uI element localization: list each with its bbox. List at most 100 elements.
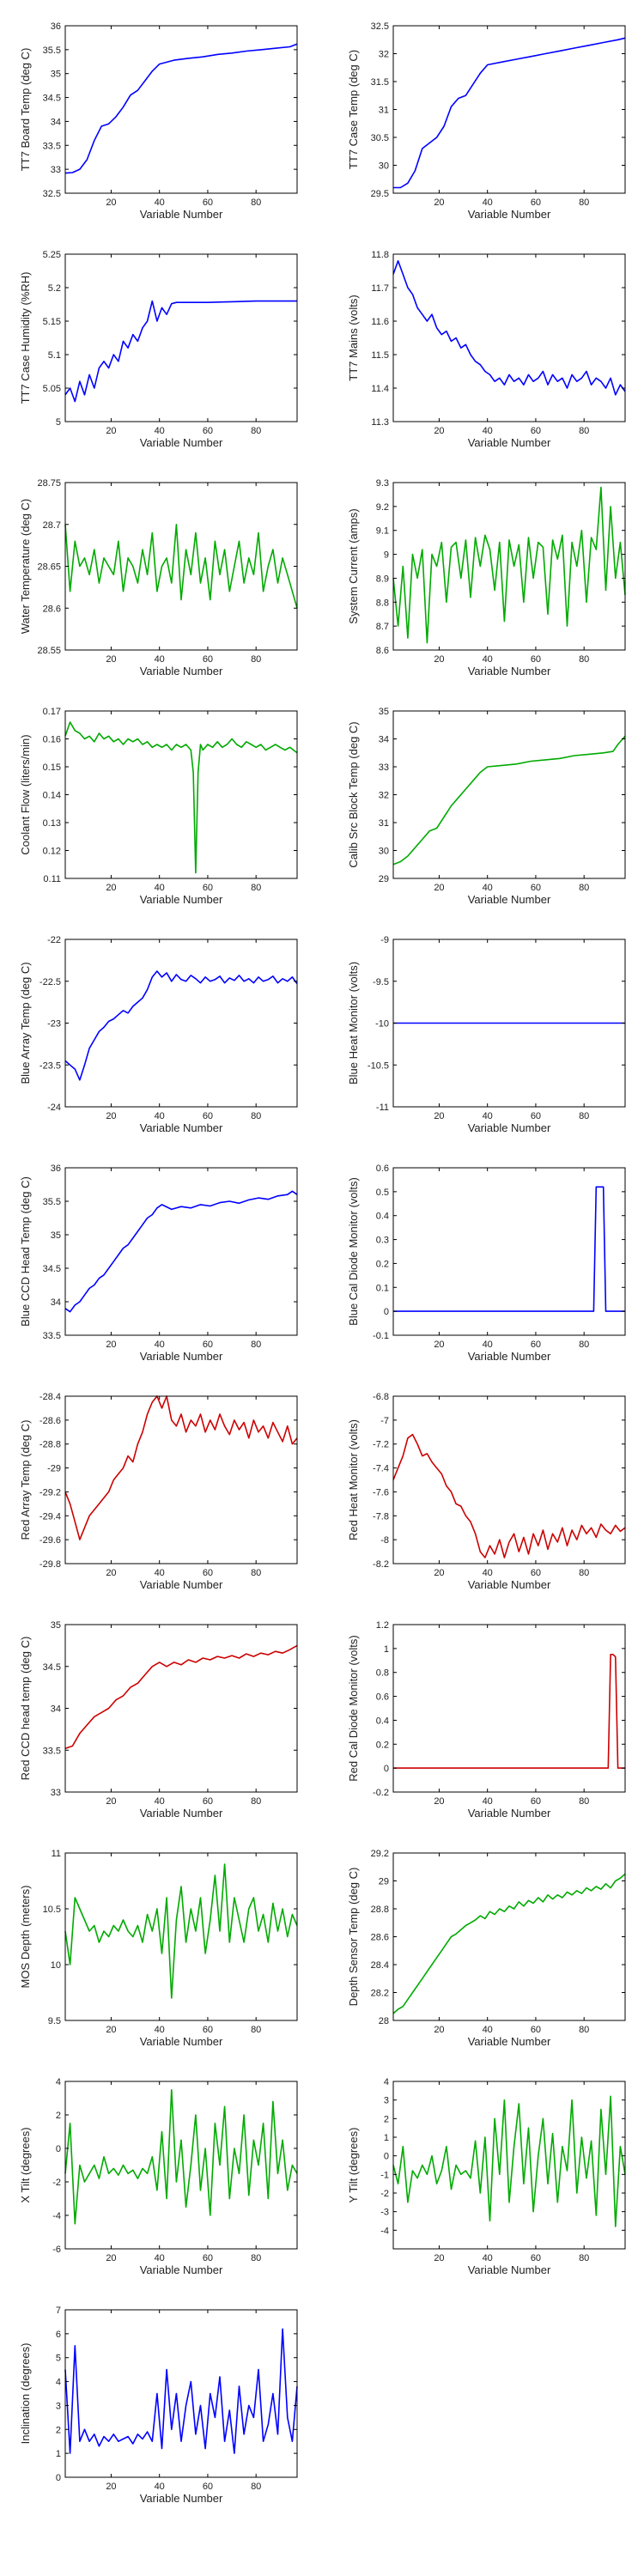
y-tick-label: 4 bbox=[384, 2077, 389, 2087]
x-tick-label: 60 bbox=[203, 2025, 213, 2035]
data-series-line bbox=[64, 524, 298, 609]
y-tick-label: 36 bbox=[51, 21, 61, 32]
x-tick-label: 80 bbox=[251, 883, 261, 893]
data-series-line bbox=[392, 260, 626, 396]
x-tick-label: 60 bbox=[531, 1340, 541, 1350]
x-tick-label: 40 bbox=[155, 1568, 165, 1578]
y-tick-label: 0.12 bbox=[43, 847, 61, 857]
data-series-line bbox=[64, 2328, 298, 2454]
y-tick-label: 28.75 bbox=[37, 478, 61, 489]
x-tick-label: 20 bbox=[106, 197, 116, 208]
plot-frame bbox=[64, 253, 298, 422]
x-tick-label: 20 bbox=[434, 1340, 444, 1350]
plot-frame bbox=[64, 939, 298, 1108]
x-tick-label: 60 bbox=[531, 426, 541, 436]
x-tick-label: 80 bbox=[251, 1568, 261, 1578]
x-tick-label: 60 bbox=[203, 197, 213, 208]
y-tick-label: -11 bbox=[376, 1103, 389, 1113]
y-axis-label: TT7 Mains (volts) bbox=[347, 295, 360, 380]
y-axis-label: Red Array Temp (deg C) bbox=[19, 1420, 32, 1540]
y-tick-label: -28.6 bbox=[39, 1416, 61, 1426]
chart-panel-16: 20 40 60 80 -0.2 0 0.2 0.4 0.6 0.8 1 1.2 Variable Nu… bbox=[347, 1620, 626, 1820]
x-tick-label: 80 bbox=[579, 2253, 589, 2263]
y-tick-label: 28.6 bbox=[371, 1933, 389, 1943]
x-tick-label: 80 bbox=[579, 654, 589, 665]
data-series-line bbox=[64, 1190, 298, 1313]
chart-panel-5: 20 40 60 80 28.55 28.6 28.65 28.7 28.75 Variable … bbox=[19, 478, 298, 677]
y-tick-label: -23 bbox=[47, 1019, 61, 1030]
x-tick-label: 40 bbox=[155, 1340, 165, 1350]
x-tick-label: 20 bbox=[106, 426, 116, 436]
y-tick-label: 29.2 bbox=[371, 1849, 389, 1859]
x-tick-label: 40 bbox=[483, 883, 493, 893]
y-tick-label: 28.4 bbox=[371, 1960, 389, 1971]
x-tick-label: 20 bbox=[434, 1111, 444, 1121]
data-series-line bbox=[392, 735, 626, 866]
x-axis-label: Variable Number bbox=[468, 1350, 551, 1363]
y-tick-label: -7.8 bbox=[373, 1511, 389, 1522]
x-tick-label: 20 bbox=[434, 426, 444, 436]
y-tick-label: -3 bbox=[380, 2208, 389, 2218]
y-axis-label: Water Temperature (deg C) bbox=[19, 499, 32, 635]
data-series-line bbox=[393, 1186, 625, 1312]
y-tick-label: 2 bbox=[56, 2111, 61, 2121]
x-tick-label: 40 bbox=[483, 2025, 493, 2035]
y-tick-label: 0.6 bbox=[376, 1692, 389, 1703]
y-tick-label: 0.6 bbox=[376, 1163, 389, 1174]
x-tick-label: 20 bbox=[434, 654, 444, 665]
plot-frame bbox=[64, 2309, 298, 2478]
x-tick-label: 60 bbox=[531, 1111, 541, 1121]
x-tick-label: 20 bbox=[106, 883, 116, 893]
x-tick-label: 80 bbox=[251, 2025, 261, 2035]
y-tick-label: -10 bbox=[375, 1019, 389, 1030]
y-axis-label: MOS Depth (meters) bbox=[19, 1886, 32, 1989]
y-tick-label: 5.1 bbox=[48, 350, 61, 361]
data-series-line bbox=[64, 43, 298, 174]
y-tick-label: 5.2 bbox=[48, 283, 61, 294]
y-tick-label: 4 bbox=[56, 2077, 61, 2087]
plot-frame bbox=[392, 1395, 626, 1564]
y-tick-label: 1 bbox=[384, 1644, 389, 1655]
x-axis-label: Variable Number bbox=[140, 1350, 223, 1363]
y-axis-label: Red Cal Diode Monitor (volts) bbox=[347, 1635, 360, 1782]
y-tick-label: 1.2 bbox=[376, 1620, 389, 1631]
plot-frame bbox=[64, 1624, 298, 1793]
x-axis-label: Variable Number bbox=[140, 893, 223, 906]
plot-frame bbox=[392, 482, 626, 651]
y-tick-label: 31.5 bbox=[371, 77, 389, 88]
y-tick-label: 9.1 bbox=[376, 526, 389, 537]
x-tick-label: 20 bbox=[106, 1111, 116, 1121]
x-tick-label: 40 bbox=[483, 1568, 493, 1578]
y-tick-label: 33 bbox=[51, 1788, 61, 1798]
chart-panel-15: 20 40 60 80 33 33.5 34 34.5 35 Variable Number Red… bbox=[19, 1620, 298, 1820]
y-tick-label: 11.3 bbox=[371, 417, 389, 428]
x-axis-label: Variable Number bbox=[140, 2492, 223, 2505]
y-tick-label: 33.5 bbox=[43, 1746, 61, 1756]
y-tick-label: 9 bbox=[384, 550, 389, 561]
y-tick-label: 5.15 bbox=[43, 317, 61, 327]
data-series-line bbox=[393, 1654, 625, 1769]
y-tick-label: 28.2 bbox=[371, 1989, 389, 1999]
x-tick-label: 40 bbox=[483, 2253, 493, 2263]
y-tick-label: -22.5 bbox=[39, 977, 61, 987]
data-series-line bbox=[64, 1395, 298, 1540]
y-tick-label: -4 bbox=[380, 2226, 389, 2236]
y-tick-label: 8.9 bbox=[376, 574, 389, 584]
y-tick-label: -2 bbox=[380, 2189, 389, 2199]
y-tick-label: 0 bbox=[56, 2473, 61, 2483]
y-axis-label: X Tilt (degrees) bbox=[19, 2127, 32, 2202]
x-axis-label: Variable Number bbox=[140, 208, 223, 221]
x-tick-label: 60 bbox=[203, 2482, 213, 2492]
y-tick-label: 0.16 bbox=[43, 735, 61, 745]
y-tick-label: 9.3 bbox=[376, 478, 389, 489]
x-tick-label: 20 bbox=[106, 1568, 116, 1578]
y-tick-label: 11.4 bbox=[371, 384, 389, 394]
y-tick-label: 5.25 bbox=[43, 250, 61, 260]
y-tick-label: 34 bbox=[51, 1704, 61, 1715]
x-tick-label: 60 bbox=[203, 654, 213, 665]
plot-frame bbox=[64, 482, 298, 651]
y-axis-label: Blue Heat Monitor (volts) bbox=[347, 962, 360, 1084]
y-tick-label: 32.5 bbox=[371, 21, 389, 32]
y-tick-label: -7.2 bbox=[373, 1440, 389, 1450]
y-tick-label: 0 bbox=[56, 2144, 61, 2154]
